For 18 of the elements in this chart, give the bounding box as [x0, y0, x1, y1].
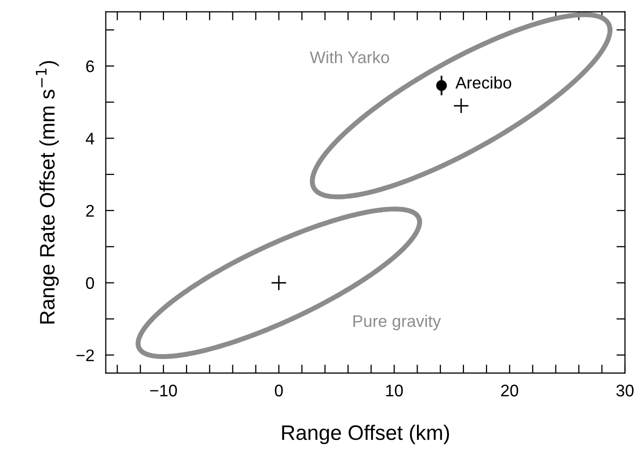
- x-tick-label: 20: [501, 384, 518, 396]
- y-tick-label: −2: [76, 349, 94, 362]
- y-axis-title: Range Rate Offset (mm s$^{−1}$): [36, 61, 59, 324]
- annotation: Pure gravity: [353, 314, 441, 330]
- x-tick-label: 0: [274, 384, 283, 396]
- point: [453, 98, 470, 114]
- y-tick-label: 2: [86, 204, 94, 217]
- x-tick-label: 30: [616, 384, 634, 396]
- y-tick-label: 4: [86, 132, 94, 144]
- x-tick-label: −10: [150, 384, 177, 396]
- y-tick-label: 0: [86, 277, 94, 289]
- x-tick-label: 10: [386, 384, 403, 396]
- annotation: Arecibo: [455, 76, 512, 89]
- x-axis-title: Range Offset (km): [282, 424, 449, 444]
- annotation: With Yarko: [310, 51, 390, 64]
- y-tick-label: 6: [86, 60, 94, 72]
- point: [270, 274, 287, 291]
- point: [436, 80, 447, 91]
